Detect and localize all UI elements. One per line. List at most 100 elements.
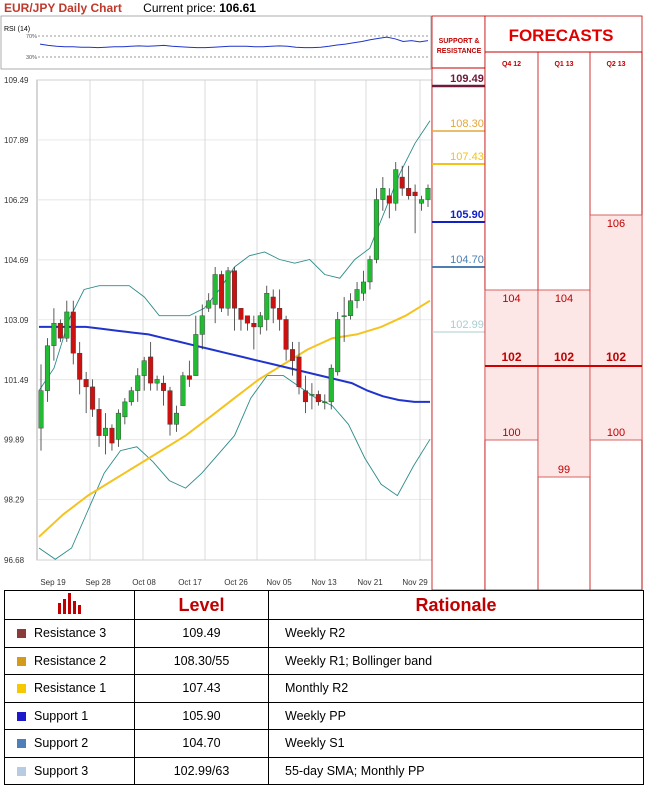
y-tick-label: 98.29 [4,496,25,505]
price-value: 106.61 [219,1,256,15]
candle-body [115,412,121,440]
x-tick-label: Oct 08 [132,578,156,587]
candle-body [102,427,108,436]
level-rationale: Weekly R2 [268,619,644,648]
table-row: Resistance 1 107.43 Monthly R2 [4,674,644,703]
candle-body [161,382,167,391]
rationale-header: Rationale [268,590,644,620]
forecast-low: 100 [502,427,520,439]
candle-body [380,188,386,200]
rsi-70-label: 70% [26,34,37,40]
candle-body [141,360,147,376]
candle-body [315,394,321,403]
candle-body [290,349,296,361]
level-name-text: Support 2 [34,736,89,751]
forecast-column-label: Q4 12 [502,61,521,68]
levels-table: Level Rationale Resistance 3 109.49 Weekly… [4,590,644,785]
candle-body [180,375,186,406]
candle-body [128,390,134,403]
rsi-label: RSI (14) [4,26,30,33]
level-name: Support 2 [4,729,135,758]
rsi-30-label: 30% [26,55,37,61]
x-tick-label: Oct 17 [178,578,202,587]
color-swatch [17,656,26,666]
level-label-s3: 102.99 [450,319,484,331]
level-rationale: Weekly S1 [268,729,644,758]
forecast-high: 106 [607,218,625,230]
level-value: 104.70 [134,729,269,758]
candle-body [51,322,57,346]
candle-body [419,199,425,204]
candle-body [328,367,334,403]
y-tick-label: 103.09 [4,316,29,325]
candle-body [283,319,289,350]
forecast-high: 104 [502,293,520,305]
level-value: 102.99/63 [134,756,269,785]
forecast-mid: 102 [554,350,574,364]
forecast-range [589,214,643,441]
x-tick-label: Nov 05 [266,578,292,587]
levels-panel [431,15,486,590]
x-tick-label: Nov 21 [357,578,383,587]
level-value: 108.30/55 [134,646,269,675]
forecast-mid: 102 [501,350,521,364]
candle-body [270,296,276,309]
level-value: 105.90 [134,701,269,730]
candle-body [309,394,315,396]
y-tick-label: 99.89 [4,436,25,445]
candle-body [38,390,44,429]
candle-body [148,356,154,384]
y-tick-label: 109.49 [4,76,29,85]
level-name: Resistance 3 [4,619,135,648]
candle-body [90,386,96,410]
candle-body [348,300,354,316]
candle-body [96,409,102,436]
candle-body [386,195,392,204]
candle-body [264,293,270,320]
candle-body [154,379,160,384]
level-name: Resistance 1 [4,674,135,703]
candle-body [251,322,257,328]
table-header-row: Level Rationale [4,590,644,620]
color-swatch [17,739,26,749]
candle-body [393,169,399,204]
forecast-mid: 102 [606,350,626,364]
candle-body [425,188,431,200]
level-name: Support 1 [4,701,135,730]
table-row: Support 3 102.99/63 55-day SMA; Monthly PP [4,756,644,785]
candle-body [212,274,218,305]
x-tick-label: Nov 13 [311,578,337,587]
color-swatch [17,766,26,776]
level-name-text: Support 3 [34,763,89,778]
forecast-low: 99 [558,464,570,476]
level-rationale: 55-day SMA; Monthly PP [268,756,644,785]
level-label-r3: 109.49 [450,73,484,85]
color-swatch [17,629,26,639]
candle-body [244,315,250,324]
level-label-r2: 108.30 [450,118,484,130]
x-tick-label: Sep 19 [40,578,66,587]
bars-icon-cell [4,590,135,620]
candle-body [277,307,283,320]
level-name-text: Resistance 3 [34,626,107,641]
candle-body [199,315,205,335]
level-label-s2: 104.70 [450,254,484,266]
candle-body [167,390,173,425]
forecast-range [537,289,591,478]
candle-body [238,307,244,320]
level-value: 107.43 [134,674,269,703]
x-tick-label: Nov 29 [402,578,428,587]
candle-body [412,191,418,196]
y-tick-label: 96.68 [4,556,25,565]
candle-body [57,322,63,339]
candle-body [70,311,76,354]
candle-body [367,259,373,283]
level-rationale: Weekly PP [268,701,644,730]
y-tick-label: 101.49 [4,376,29,385]
candle-body [225,270,231,309]
candle-body [219,274,225,309]
sma55-line [38,299,431,538]
level-name-text: Resistance 1 [34,681,107,696]
x-tick-label: Oct 26 [224,578,248,587]
x-tick-label: Sep 28 [85,578,111,587]
